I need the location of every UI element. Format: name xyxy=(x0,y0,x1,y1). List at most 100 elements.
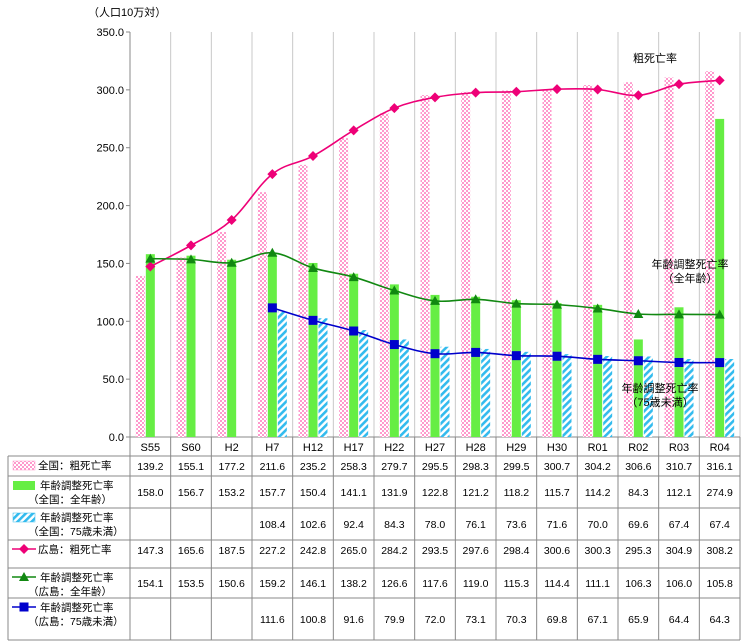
bar-z3-R03 xyxy=(684,359,694,437)
cell-h1-H27: 293.5 xyxy=(422,545,448,557)
x-tick-label-R04: R04 xyxy=(710,442,730,454)
point-h1-H28 xyxy=(470,87,481,98)
x-tick-label-H17: H17 xyxy=(344,442,364,454)
y-tick-label: 200.0 xyxy=(96,201,124,213)
cell-h2-H12: 146.1 xyxy=(300,578,326,590)
cell-h1-R02: 295.3 xyxy=(625,545,651,557)
point-h1-H29 xyxy=(511,86,522,97)
point-h1-R03 xyxy=(674,79,684,90)
cell-h2-H28: 119.0 xyxy=(463,578,489,590)
bar-z2-H27 xyxy=(430,294,440,437)
cell-z1-H12: 235.2 xyxy=(300,461,326,473)
bar-z1-R01 xyxy=(583,84,593,438)
cell-h1-R03: 304.9 xyxy=(666,545,692,557)
point-h1-S60 xyxy=(186,240,196,251)
bar-z1-H7 xyxy=(257,192,267,437)
cell-z1-S60: 155.1 xyxy=(178,461,204,473)
y-tick-label: 50.0 xyxy=(103,374,124,386)
x-tick-label-S55: S55 xyxy=(141,442,161,454)
point-h1-H30 xyxy=(552,84,562,95)
cell-h1-H17: 265.0 xyxy=(341,545,367,557)
cell-h1-R04: 308.2 xyxy=(707,545,733,557)
cell-z1-H22: 279.7 xyxy=(381,461,407,473)
cell-z2-R01: 114.2 xyxy=(585,487,611,499)
bar-z1-H28 xyxy=(461,91,471,438)
cell-z2-S55: 158.0 xyxy=(137,487,163,499)
legend-label-h2-line1: （広島：全年齢） xyxy=(28,585,112,598)
line-h1 xyxy=(149,79,720,268)
legend-label-z3-line0: 年齢調整死亡率 xyxy=(40,511,114,524)
cell-z2-H28: 121.2 xyxy=(463,487,489,499)
bar-z3-H28 xyxy=(481,348,491,437)
cell-h2-H27: 117.6 xyxy=(422,578,448,590)
point-h1-H7 xyxy=(267,169,278,180)
point-h3-R01 xyxy=(593,354,603,364)
cell-h1-H12: 242.8 xyxy=(300,545,326,557)
cell-h2-S55: 154.1 xyxy=(137,578,163,590)
cell-z3-H12: 102.6 xyxy=(300,519,326,531)
cell-h1-H2: 187.5 xyxy=(219,545,245,557)
point-h2-H28 xyxy=(470,294,481,304)
x-tick-label-H29: H29 xyxy=(506,442,526,454)
point-h3-H27 xyxy=(430,349,440,359)
x-tick-label-H7: H7 xyxy=(265,442,279,454)
bars xyxy=(135,71,735,438)
legend-key-z2 xyxy=(13,481,35,490)
point-h3-H29 xyxy=(511,351,521,361)
data-table: S55 S60 H2 H7 H12 H17 H22 H27 H28 H29 H30 R01 R02 R03… xyxy=(7,437,741,641)
cell-z2-R04: 274.9 xyxy=(707,487,733,499)
cell-z1-H29: 299.5 xyxy=(503,461,529,473)
bar-z3-H30 xyxy=(562,354,572,437)
cell-z2-S60: 156.7 xyxy=(178,487,204,499)
legend-label-h3-line1: （広島：75歳未満） xyxy=(28,615,124,628)
point-h3-R02 xyxy=(633,356,643,366)
point-h3-H7 xyxy=(267,303,277,313)
bar-z3-H17 xyxy=(359,330,369,437)
cell-h2-R01: 111.1 xyxy=(585,578,610,590)
cell-z2-H7: 157.7 xyxy=(259,487,285,499)
cell-z1-H2: 177.2 xyxy=(219,461,245,473)
cell-z3-R01: 70.0 xyxy=(587,519,608,531)
cell-z3-H22: 84.3 xyxy=(384,519,405,531)
point-h1-H12 xyxy=(308,151,318,162)
cell-z3-R03: 67.4 xyxy=(669,519,690,531)
point-h1-H2 xyxy=(226,215,237,226)
x-tick-label-H28: H28 xyxy=(466,442,486,454)
point-h1-H22 xyxy=(389,103,400,114)
y-tick-label: 250.0 xyxy=(96,143,124,155)
legend-label-z2-line0: 年齢調整死亡率 xyxy=(40,479,114,492)
cell-h3-H22: 79.9 xyxy=(384,614,405,626)
x-tick-label-H12: H12 xyxy=(303,442,323,454)
y-tick-label: 0.0 xyxy=(109,432,124,444)
cell-h1-H29: 298.4 xyxy=(503,545,529,557)
cell-z1-H28: 298.3 xyxy=(463,461,489,473)
bar-z1-H22 xyxy=(379,113,389,438)
point-h1-R04 xyxy=(714,75,725,86)
annotation-h2-line0: 年齢調整死亡率 xyxy=(652,257,729,271)
point-h2-R04 xyxy=(714,309,725,319)
y-tick-label: 350.0 xyxy=(96,27,124,39)
cell-h1-H28: 297.6 xyxy=(463,545,489,557)
cell-h1-H30: 300.6 xyxy=(544,545,570,557)
legend-marker-h2 xyxy=(19,572,29,581)
cell-h3-R04: 64.3 xyxy=(709,614,730,626)
bar-z1-R02 xyxy=(623,82,633,437)
legend-label-h3-line0: 年齢調整死亡率 xyxy=(40,601,114,614)
y-axis-ticks: 0.0 50.0 100.0 150.0 200.0 250.0 300.0 350.0 xyxy=(96,27,130,444)
cell-z3-H28: 76.1 xyxy=(465,519,486,531)
cell-z1-S55: 139.2 xyxy=(137,461,163,473)
legend-label-z2-line1: （全国：全年齢） xyxy=(28,493,112,506)
cell-z1-R03: 310.7 xyxy=(666,461,692,473)
annotation-h1-line0: 粗死亡率 xyxy=(633,51,677,65)
cell-h3-H17: 91.6 xyxy=(343,614,364,626)
cell-h3-R01: 67.1 xyxy=(587,614,608,626)
cell-h3-H27: 72.0 xyxy=(425,614,446,626)
annotation-h2-line1: （全年齢） xyxy=(663,271,718,285)
legend-label-z3-line1: （全国：75歳未満） xyxy=(28,525,124,538)
cell-z3-R04: 67.4 xyxy=(709,519,730,531)
point-h2-S60 xyxy=(186,254,196,264)
bar-z3-R02 xyxy=(643,356,653,437)
bar-z2-H2 xyxy=(227,259,237,437)
cell-z1-R04: 316.1 xyxy=(707,461,733,473)
cell-z1-R01: 304.2 xyxy=(585,461,611,473)
